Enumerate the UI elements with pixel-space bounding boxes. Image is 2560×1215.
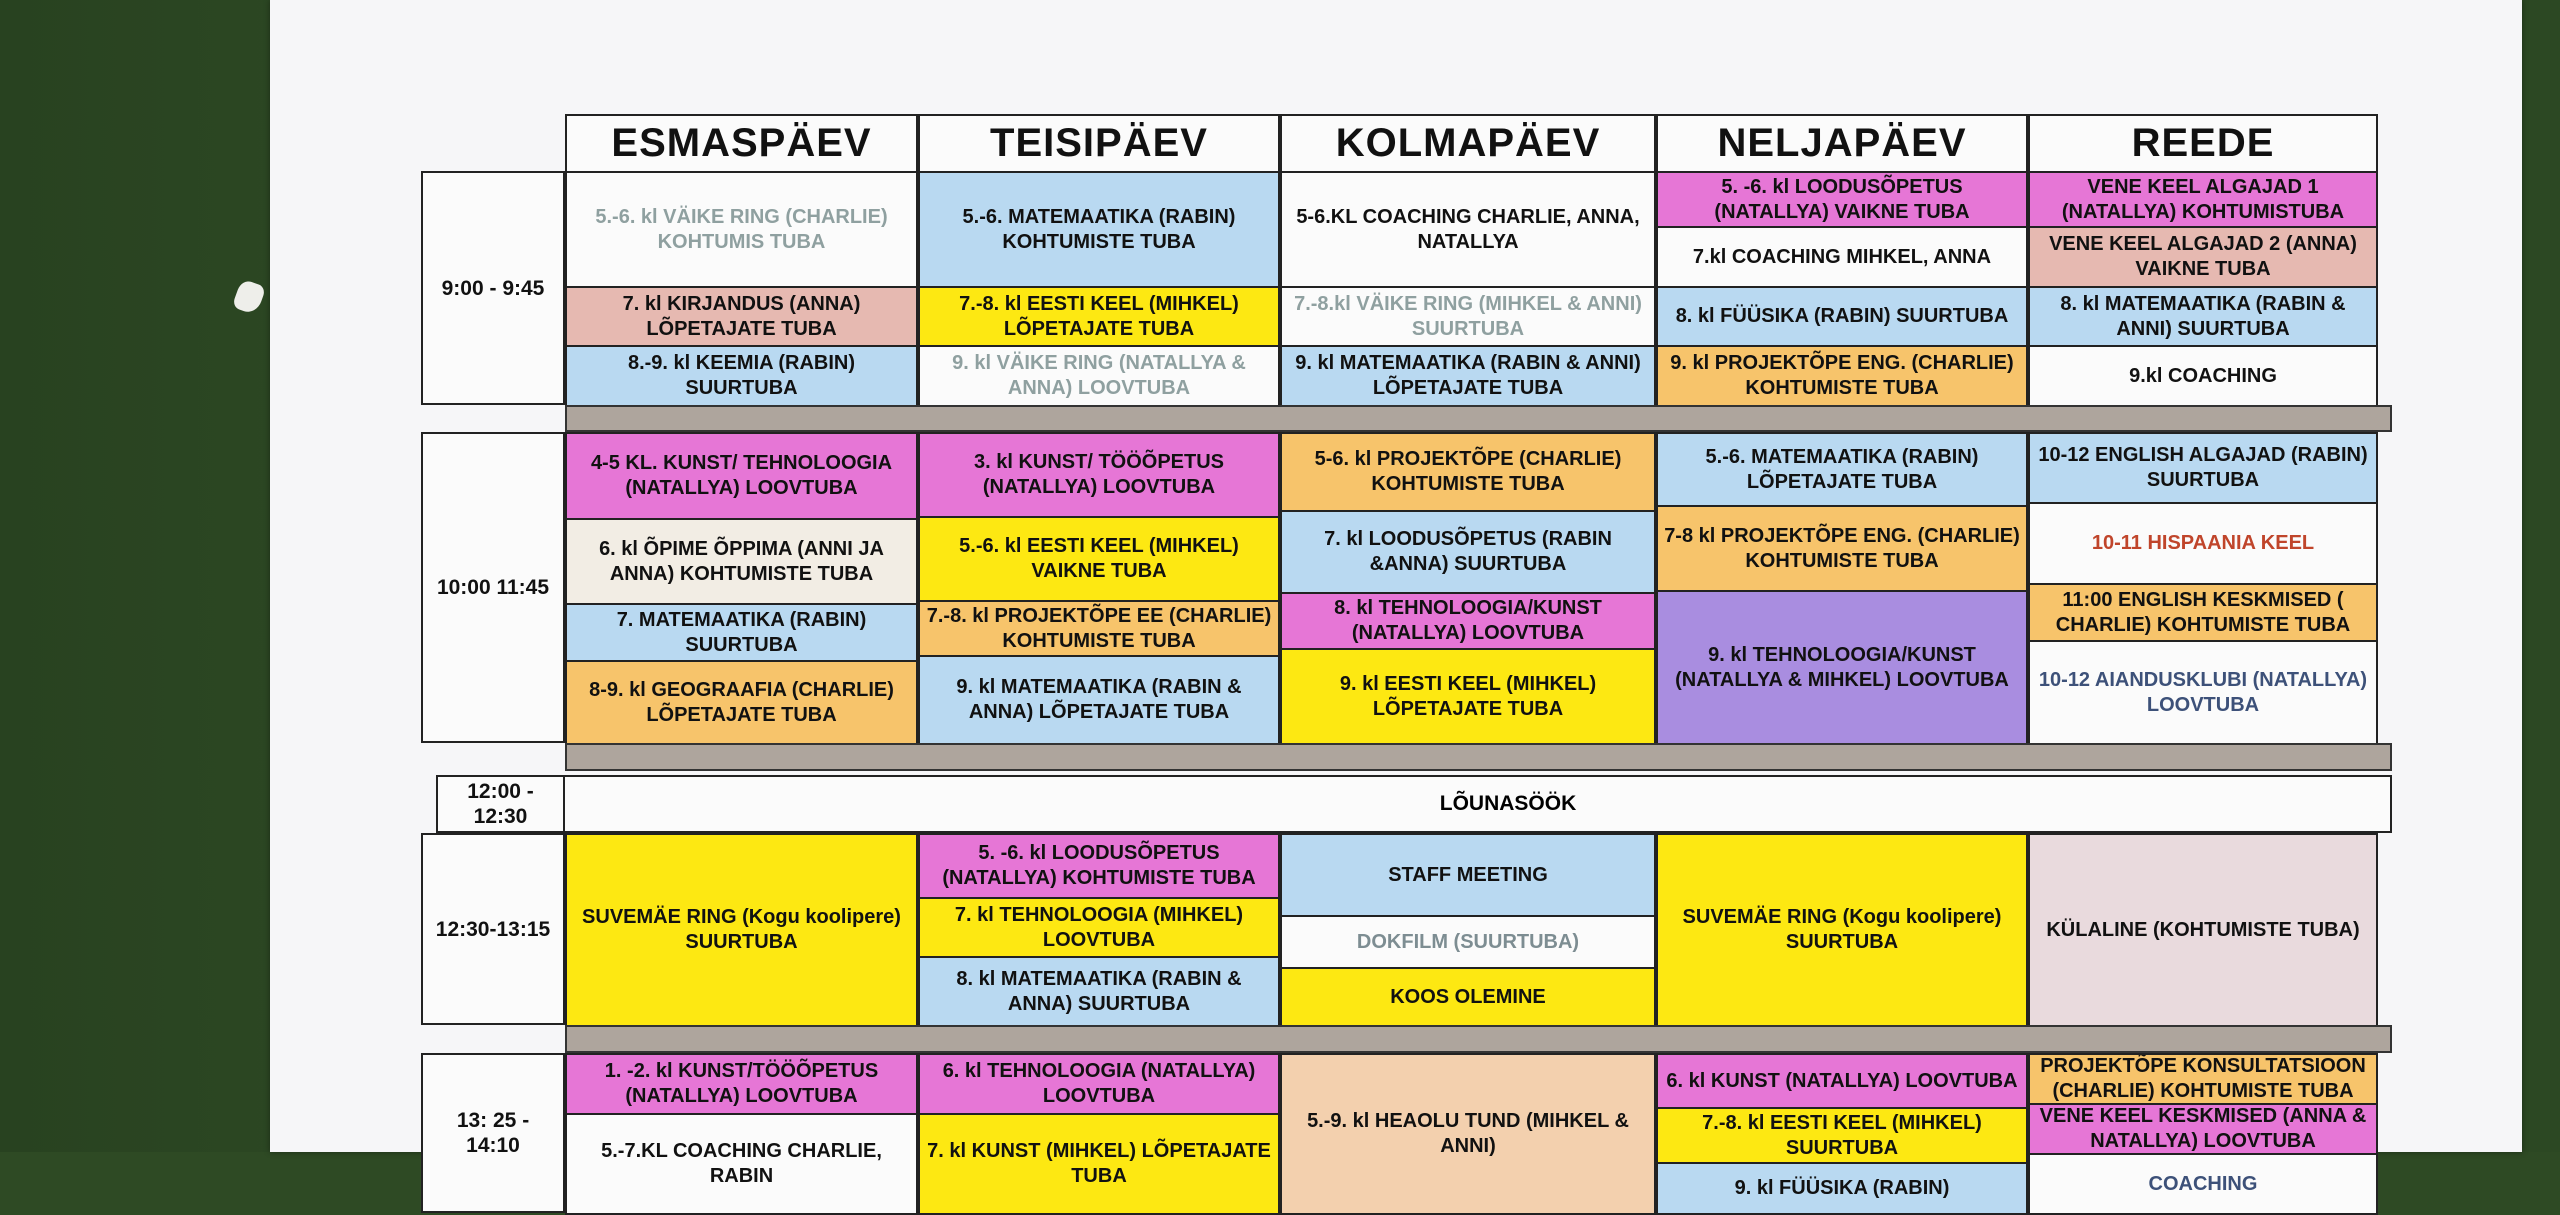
class-cell: 10-12 ENGLISH ALGAJAD (RABIN) SUURTUBA bbox=[2028, 432, 2378, 504]
lunch-time-label: 12:00 - 12:30 bbox=[436, 775, 565, 833]
time-slot-label: 13: 25 - 14:10 bbox=[421, 1053, 565, 1213]
day-header-3: KOLMAPÄEV bbox=[1280, 114, 1656, 173]
class-cell: 7. kl KIRJANDUS (ANNA) LÕPETAJATE TUBA bbox=[565, 286, 918, 347]
class-cell: 9. kl TEHNOLOOGIA/KUNST (NATALLYA & MIHK… bbox=[1656, 590, 2028, 745]
class-cell: KOOS OLEMINE bbox=[1280, 967, 1656, 1027]
day-header-2: TEISIPÄEV bbox=[918, 114, 1280, 173]
day-header-1: ESMASPÄEV bbox=[565, 114, 918, 173]
class-cell: 5. -6. kl LOODUSÕPETUS (NATALLYA) VAIKNE… bbox=[1656, 171, 2028, 228]
class-cell: 7.-8.kl VÄIKE RING (MIHKEL & ANNI) SUURT… bbox=[1280, 286, 1656, 347]
class-cell: VENE KEEL KESKMISED (ANNA & NATALLYA) LO… bbox=[2028, 1103, 2378, 1155]
lunch-label: LÕUNASÖÖK bbox=[1439, 792, 1577, 815]
class-cell: 7-8 kl PROJEKTÕPE ENG. (CHARLIE) KOHTUMI… bbox=[1656, 505, 2028, 592]
class-cell: KÜLALINE (KOHTUMISTE TUBA) bbox=[2028, 833, 2378, 1027]
class-cell: DOKFILM (SUURTUBA) bbox=[1280, 915, 1656, 969]
class-cell: 8.-9. kl KEEMIA (RABIN) SUURTUBA bbox=[565, 345, 918, 407]
class-cell: 9. kl MATEMAATIKA (RABIN & ANNI) LÕPETAJ… bbox=[1280, 345, 1656, 407]
class-cell: 9.kl COACHING bbox=[2028, 345, 2378, 407]
class-cell: 6. kl TEHNOLOOGIA (NATALLYA) LOOVTUBA bbox=[918, 1053, 1280, 1115]
class-cell: 8. kl FÜÜSIKA (RABIN) SUURTUBA bbox=[1656, 286, 2028, 347]
class-cell: 9. kl PROJEKTÕPE ENG. (CHARLIE) KOHTUMIS… bbox=[1656, 345, 2028, 407]
class-cell: SUVEMÄE RING (Kogu koolipere) SUURTUBA bbox=[1656, 833, 2028, 1027]
break-bar bbox=[565, 743, 2392, 771]
class-cell: 7.-8. kl EESTI KEEL (MIHKEL) LÕPETAJATE … bbox=[918, 286, 1280, 347]
class-cell: PROJEKTÕPE KONSULTATSIOON (CHARLIE) KOHT… bbox=[2028, 1053, 2378, 1105]
class-cell: COACHING bbox=[2028, 1153, 2378, 1215]
class-cell: 1. -2. kl KUNST/TÖÖÕPETUS (NATALLYA) LOO… bbox=[565, 1053, 918, 1115]
class-cell: 7.-8. kl PROJEKTÕPE EE (CHARLIE) KOHTUMI… bbox=[918, 600, 1280, 657]
class-cell: 4-5 KL. KUNST/ TEHNOLOOGIA (NATALLYA) LO… bbox=[565, 432, 918, 520]
class-cell: 7.kl COACHING MIHKEL, ANNA bbox=[1656, 226, 2028, 288]
class-cell: 5.-6. kl VÄIKE RING (CHARLIE) KOHTUMIS T… bbox=[565, 171, 918, 288]
class-cell: 9. kl VÄIKE RING (NATALLYA & ANNA) LOOVT… bbox=[918, 345, 1280, 407]
class-cell: 6. kl KUNST (NATALLYA) LOOVTUBA bbox=[1656, 1053, 2028, 1109]
class-cell: VENE KEEL ALGAJAD 2 (ANNA) VAIKNE TUBA bbox=[2028, 226, 2378, 288]
class-cell: 5.-6. kl EESTI KEEL (MIHKEL) VAIKNE TUBA bbox=[918, 516, 1280, 602]
class-cell: 8-9. kl GEOGRAAFIA (CHARLIE) LÕPETAJATE … bbox=[565, 660, 918, 745]
class-cell: 7. kl TEHNOLOOGIA (MIHKEL) LOOVTUBA bbox=[918, 897, 1280, 958]
class-cell: 10-11 HISPAANIA KEEL bbox=[2028, 502, 2378, 585]
class-cell: 7. kl KUNST (MIHKEL) LÕPETAJATE TUBA bbox=[918, 1113, 1280, 1215]
day-header-4: NELJAPÄEV bbox=[1656, 114, 2028, 173]
class-cell: 7. MATEMAATIKA (RABIN) SUURTUBA bbox=[565, 603, 918, 662]
day-header-5: REEDE bbox=[2028, 114, 2378, 173]
class-cell: 9. kl EESTI KEEL (MIHKEL) LÕPETAJATE TUB… bbox=[1280, 648, 1656, 745]
class-cell: SUVEMÄE RING (Kogu koolipere) SUURTUBA bbox=[565, 833, 918, 1027]
time-slot-label: 10:00 11:45 bbox=[421, 432, 565, 743]
class-cell: 5.-6. MATEMAATIKA (RABIN) KOHTUMISTE TUB… bbox=[918, 171, 1280, 288]
class-cell: 5-6.KL COACHING CHARLIE, ANNA, NATALLYA bbox=[1280, 171, 1656, 288]
class-cell: 11:00 ENGLISH KESKMISED ( CHARLIE) KOHTU… bbox=[2028, 583, 2378, 642]
class-cell: 5. -6. kl LOODUSÕPETUS (NATALLYA) KOHTUM… bbox=[918, 833, 1280, 899]
class-cell: 5.-9. kl HEAOLU TUND (MIHKEL & ANNI) bbox=[1280, 1053, 1656, 1215]
class-cell: 9. kl FÜÜSIKA (RABIN) bbox=[1656, 1162, 2028, 1215]
time-slot-label: 12:30-13:15 bbox=[421, 833, 565, 1025]
break-bar bbox=[565, 405, 2392, 432]
class-cell: 9. kl MATEMAATIKA (RABIN & ANNA) LÕPETAJ… bbox=[918, 655, 1280, 745]
class-cell: 7. kl LOODUSÕPETUS (RABIN &ANNA) SUURTUB… bbox=[1280, 510, 1656, 594]
class-cell: 7.-8. kl EESTI KEEL (MIHKEL) SUURTUBA bbox=[1656, 1107, 2028, 1164]
lunch-row: LÕUNASÖÖK bbox=[565, 775, 2392, 833]
class-cell: 8. kl TEHNOLOOGIA/KUNST (NATALLYA) LOOVT… bbox=[1280, 592, 1656, 650]
class-cell: 5-6. kl PROJEKTÕPE (CHARLIE) KOHTUMISTE … bbox=[1280, 432, 1656, 512]
class-cell: 8. kl MATEMAATIKA (RABIN & ANNA) SUURTUB… bbox=[918, 956, 1280, 1027]
class-cell: 5.-6. MATEMAATIKA (RABIN) LÕPETAJATE TUB… bbox=[1656, 432, 2028, 507]
class-cell: VENE KEEL ALGAJAD 1 (NATALLYA) KOHTUMIST… bbox=[2028, 171, 2378, 228]
class-cell: 8. kl MATEMAATIKA (RABIN & ANNI) SUURTUB… bbox=[2028, 286, 2378, 347]
break-bar bbox=[565, 1025, 2392, 1053]
class-cell: 5.-7.KL COACHING CHARLIE, RABIN bbox=[565, 1113, 918, 1215]
time-slot-label: 9:00 - 9:45 bbox=[421, 171, 565, 405]
class-cell: 6. kl ÕPIME ÕPPIMA (ANNI JA ANNA) KOHTUM… bbox=[565, 518, 918, 605]
class-cell: STAFF MEETING bbox=[1280, 833, 1656, 917]
class-cell: 10-12 AIANDUSKLUBI (NATALLYA) LOOVTUBA bbox=[2028, 640, 2378, 745]
class-cell: 3. kl KUNST/ TÖÖÕPETUS (NATALLYA) LOOVTU… bbox=[918, 432, 1280, 518]
